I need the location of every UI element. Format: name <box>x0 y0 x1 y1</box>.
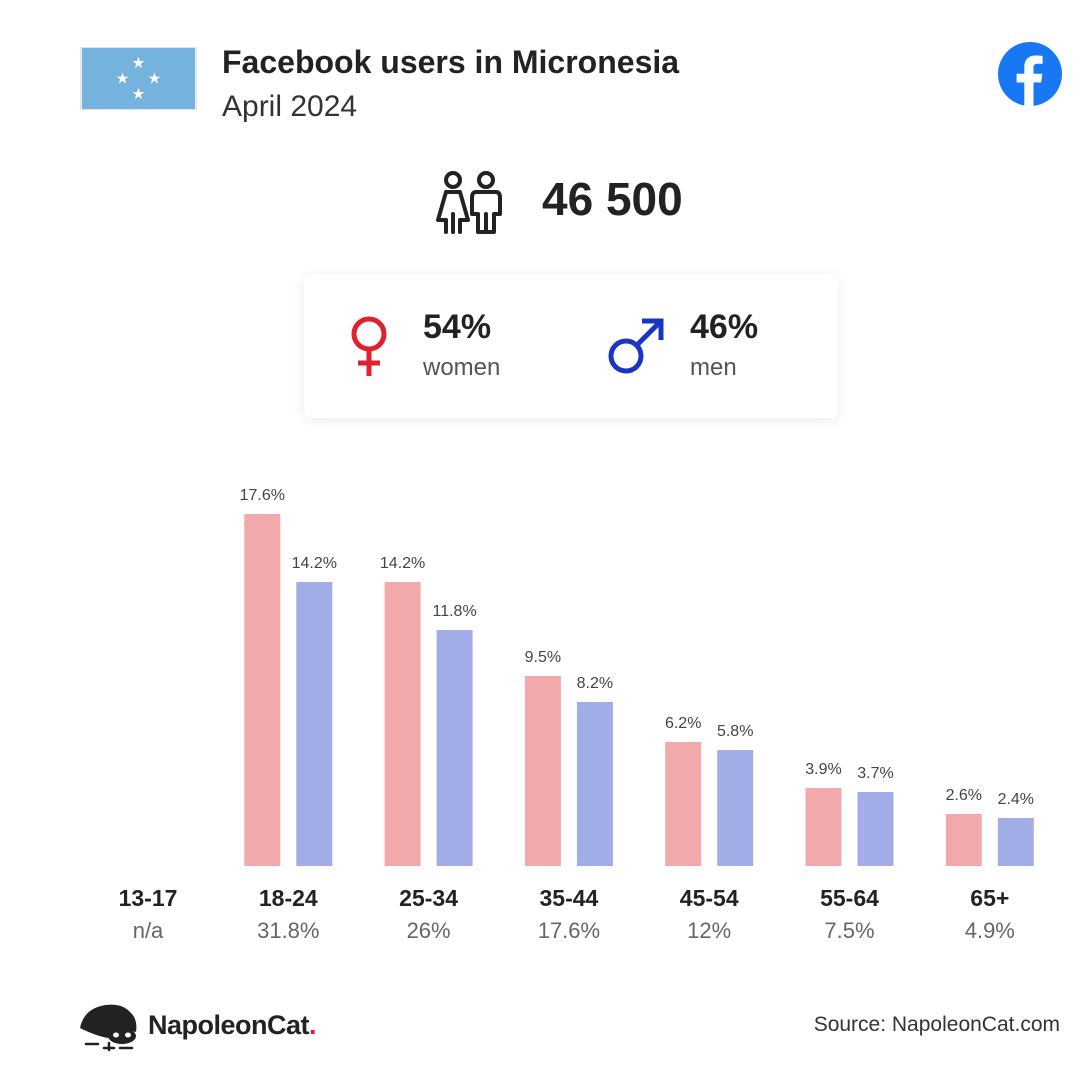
category-share-65+: 4.9% <box>965 918 1015 943</box>
bar-m-35-44 <box>576 702 613 866</box>
value-label-f-25-34: 14.2% <box>380 555 425 572</box>
value-label-m-55-64: 3.7% <box>857 765 893 782</box>
facebook-icon <box>998 42 1062 106</box>
gender-card: 54% women 46% men <box>304 274 838 418</box>
value-label-f-35-44: 9.5% <box>525 649 561 666</box>
men-label: men <box>690 354 737 381</box>
men-percentage: 46% <box>690 308 759 346</box>
category-label-45-54: 45-54 <box>680 885 739 911</box>
value-label-m-65+: 2.4% <box>998 791 1034 808</box>
users-icon <box>436 171 502 234</box>
value-label-f-65+: 2.6% <box>946 787 982 804</box>
value-label-m-35-44: 8.2% <box>577 675 613 692</box>
category-label-35-44: 35-44 <box>539 885 598 911</box>
bar-f-65+ <box>945 814 982 866</box>
value-label-m-25-34: 11.8% <box>433 603 477 620</box>
value-label-m-45-54: 5.8% <box>717 723 753 740</box>
value-label-m-18-24: 14.2% <box>292 555 337 572</box>
female-icon <box>351 316 387 376</box>
bar-f-45-54 <box>665 742 702 866</box>
category-share-55-64: 7.5% <box>824 918 874 943</box>
bar-m-18-24 <box>296 582 333 866</box>
napoleoncat-icon <box>80 1004 137 1052</box>
category-label-55-64: 55-64 <box>820 885 879 911</box>
category-label-25-34: 25-34 <box>399 885 458 911</box>
women-label: women <box>423 354 501 381</box>
category-share-35-44: 17.6% <box>538 918 600 943</box>
bar-m-65+ <box>997 818 1034 866</box>
total-users: 46 500 <box>542 173 683 225</box>
value-label-f-45-54: 6.2% <box>665 715 701 732</box>
value-label-f-55-64: 3.9% <box>805 761 841 778</box>
bar-m-55-64 <box>857 792 894 866</box>
value-label-f-18-24: 17.6% <box>240 487 285 504</box>
brand-name: NapoleonCat. <box>148 1010 317 1040</box>
micronesia-flag-icon <box>80 47 197 110</box>
category-label-13-17: 13-17 <box>119 885 178 911</box>
women-percentage: 54% <box>423 308 492 346</box>
category-share-18-24: 31.8% <box>257 918 319 943</box>
chart-title: Facebook users in Micronesia <box>222 44 680 80</box>
source-text: Source: NapoleonCat.com <box>813 1013 1060 1036</box>
category-label-18-24: 18-24 <box>259 885 318 911</box>
category-share-25-34: 26% <box>407 918 451 943</box>
bar-f-18-24 <box>244 514 281 866</box>
category-share-13-17: n/a <box>133 918 164 943</box>
chart-subtitle: April 2024 <box>222 90 358 123</box>
bar-f-35-44 <box>524 676 561 866</box>
bar-f-55-64 <box>805 788 842 866</box>
bar-f-25-34 <box>384 582 421 866</box>
bar-m-25-34 <box>436 630 473 866</box>
category-label-65+: 65+ <box>970 885 1009 911</box>
male-icon <box>608 318 664 374</box>
category-share-45-54: 12% <box>687 918 731 943</box>
bar-m-45-54 <box>717 750 754 866</box>
